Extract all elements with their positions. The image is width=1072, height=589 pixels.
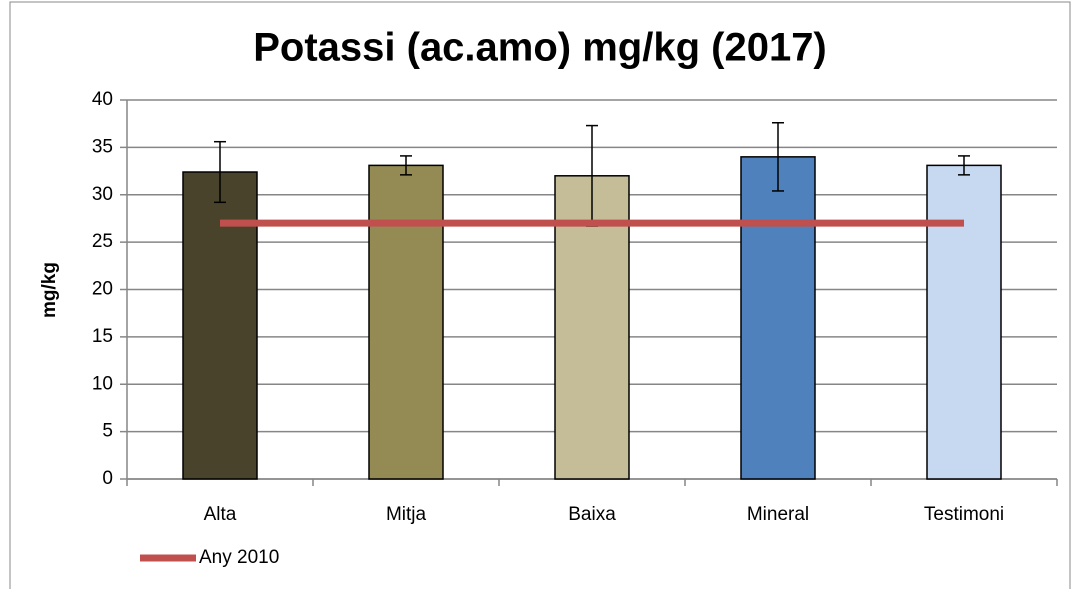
y-axis-label: mg/kg (39, 262, 60, 318)
y-tick-label: 35 (92, 136, 113, 157)
y-tick-label: 40 (92, 89, 113, 110)
x-tick-label: Baixa (568, 504, 616, 525)
error-bar (958, 155, 970, 176)
bar (182, 171, 258, 480)
error-bar (400, 155, 412, 176)
x-tick-label: Mitja (386, 504, 427, 525)
y-tick-label: 15 (92, 326, 113, 347)
error-bar (772, 121, 784, 192)
chart-frame (9, 1, 1071, 589)
bar (368, 164, 444, 480)
error-bar (214, 140, 226, 204)
x-tick-label: Testimoni (924, 504, 1004, 525)
y-tick-label: 5 (102, 421, 113, 442)
x-tick-label: Alta (204, 504, 237, 525)
y-tick-label: 20 (92, 279, 113, 300)
y-tick-label: 0 (102, 468, 113, 489)
legend-label: Any 2010 (199, 547, 279, 568)
x-tick-label: Mineral (747, 504, 809, 525)
y-tick-label: 10 (92, 373, 113, 394)
bar (926, 164, 1002, 480)
bar (740, 156, 816, 480)
y-tick-label: 30 (92, 184, 113, 205)
y-tick-label: 25 (92, 231, 113, 252)
chart-title: Potassi (ac.amo) mg/kg (2017) (253, 26, 827, 70)
